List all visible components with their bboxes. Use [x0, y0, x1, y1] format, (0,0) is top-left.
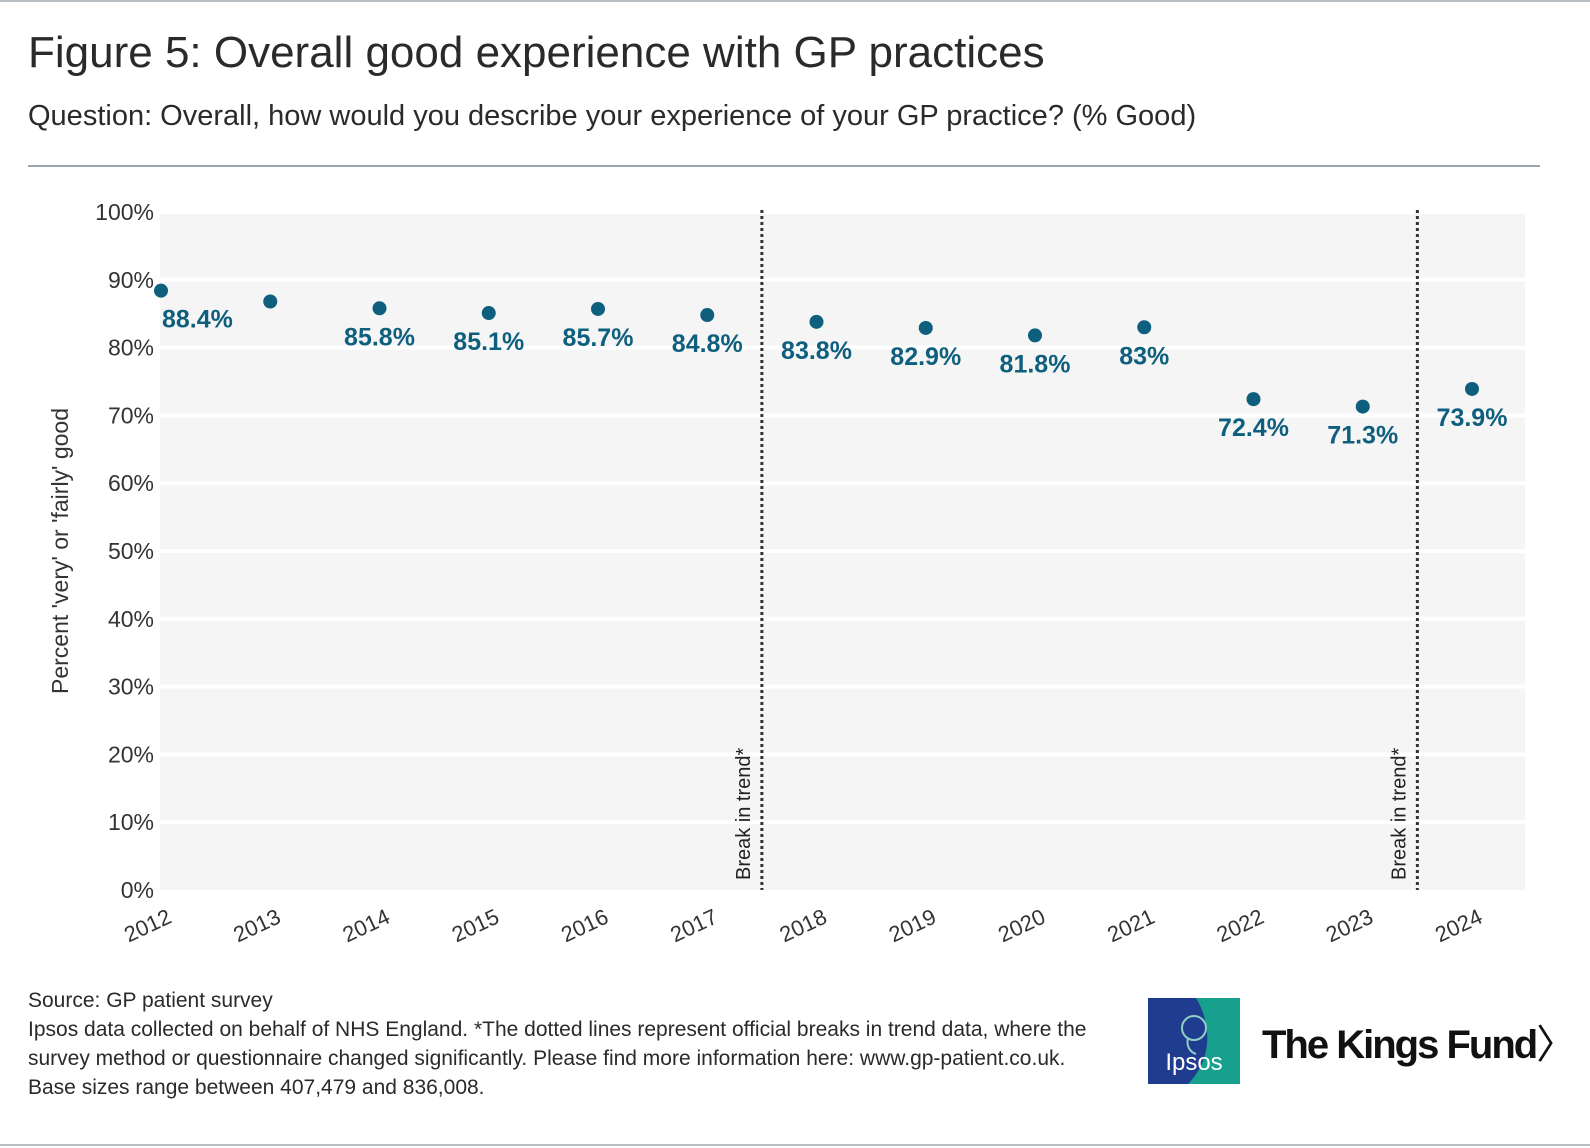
x-tick-label: 2014 [339, 904, 394, 947]
data-point [1028, 328, 1042, 343]
chevron-right-icon: 〉 [1536, 1023, 1576, 1067]
trend-break-label: Break in trend* [1388, 747, 1410, 880]
y-tick-label: 10% [108, 809, 154, 835]
y-tick-label: 60% [108, 470, 154, 496]
kings-fund-wordmark: The Kings Fund [1262, 1023, 1538, 1067]
footnote-text: Ipsos data collected on behalf of NHS En… [28, 1018, 1087, 1099]
data-point [481, 306, 496, 321]
x-tick-label: 2017 [666, 904, 721, 947]
footer: Source: GP patient survey Ipsos data col… [28, 986, 1108, 1102]
x-tick-label: 2023 [1322, 904, 1377, 947]
data-label: 85.7% [563, 324, 634, 352]
data-point [918, 320, 933, 335]
data-label: 82.9% [890, 343, 961, 371]
data-label: 85.1% [453, 328, 524, 356]
y-tick-label: 30% [108, 674, 154, 700]
y-tick-label: 80% [108, 335, 154, 361]
data-point [591, 301, 605, 316]
y-tick-label: 90% [108, 267, 154, 293]
data-point [1246, 392, 1261, 407]
x-tick-label: 2015 [448, 904, 503, 947]
page-title: Figure 5: Overall good experience with G… [28, 28, 1045, 77]
x-tick-label: 2024 [1431, 904, 1486, 947]
x-tick-label: 2018 [776, 904, 831, 947]
data-label: 72.4% [1218, 414, 1289, 442]
x-tick-label: 2019 [885, 904, 940, 947]
data-point [372, 301, 387, 316]
x-tick-label: 2012 [120, 904, 175, 947]
gridlines [160, 210, 1525, 825]
data-points [154, 283, 1479, 414]
y-tick-label: 100% [95, 199, 154, 225]
x-axis: 2012 2013 2014 2015 2016 2017 2018 2019 2020 2021… [120, 904, 1486, 947]
data-label: 83% [1119, 342, 1169, 370]
x-tick-label: 2016 [557, 904, 612, 947]
top-rule [0, 0, 1590, 2]
y-tick-label: 70% [108, 402, 154, 428]
y-tick-label: 0% [121, 877, 154, 903]
x-tick-label: 2013 [229, 904, 284, 947]
bottom-rule [0, 1144, 1590, 1146]
data-label: 88.4% [162, 306, 233, 334]
page-subtitle: Question: Overall, how would you describ… [28, 100, 1197, 132]
data-point [263, 294, 278, 309]
data-label: 81.8% [1000, 350, 1071, 378]
chart: 0% 10% 20% 30% 40% 50% 60% 70% 80% 90% 100% Percen… [47, 199, 1525, 947]
x-tick-label: 2022 [1213, 904, 1268, 947]
y-tick-label: 20% [108, 741, 154, 767]
y-tick-label: 40% [108, 606, 154, 632]
data-point [1137, 320, 1152, 335]
ipsos-logo: Ipsos [1148, 998, 1240, 1084]
data-label: 84.8% [672, 330, 743, 358]
x-tick-label: 2020 [994, 904, 1049, 947]
data-point [154, 283, 168, 298]
x-tick-label: 2021 [1103, 904, 1158, 947]
y-axis: 0% 10% 20% 30% 40% 50% 60% 70% 80% 90% 100% [95, 199, 154, 903]
data-label: 73.9% [1437, 404, 1508, 432]
kings-fund-logo: The Kings Fund〉 [1262, 1012, 1576, 1070]
y-tick-label: 50% [108, 538, 154, 564]
data-point [809, 314, 824, 329]
data-point [1355, 399, 1370, 414]
trend-breaks: Break in trend* Break in trend* [733, 210, 1419, 890]
y-axis-label: Percent 'very' or 'fairly' good [47, 408, 73, 694]
data-point [700, 308, 715, 323]
ipsos-wordmark: Ipsos [1165, 1049, 1222, 1076]
trend-break-label: Break in trend* [733, 747, 755, 880]
data-label: 85.8% [344, 323, 415, 351]
data-labels: 88.4% 85.8% 85.1% 85.7% 84.8% 83.8% 82.9% 81.8%… [162, 306, 1507, 450]
data-label: 83.8% [781, 337, 852, 365]
data-label: 71.3% [1327, 422, 1398, 450]
header-divider [28, 165, 1540, 167]
source-text: Source: GP patient survey [28, 989, 273, 1012]
data-point [1465, 381, 1479, 396]
